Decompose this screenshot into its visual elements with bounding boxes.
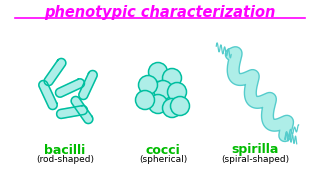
Text: spirilla: spirilla bbox=[231, 143, 279, 156]
Circle shape bbox=[154, 80, 172, 100]
Circle shape bbox=[167, 82, 187, 102]
Circle shape bbox=[148, 62, 167, 82]
Circle shape bbox=[148, 94, 167, 114]
Polygon shape bbox=[71, 96, 93, 123]
Circle shape bbox=[163, 98, 181, 118]
Circle shape bbox=[139, 75, 157, 94]
Circle shape bbox=[171, 96, 189, 116]
Text: (spiral-shaped): (spiral-shaped) bbox=[221, 156, 289, 165]
Circle shape bbox=[135, 91, 155, 109]
Polygon shape bbox=[39, 80, 57, 109]
Text: (spherical): (spherical) bbox=[139, 156, 187, 165]
Polygon shape bbox=[56, 79, 84, 97]
Polygon shape bbox=[79, 71, 97, 100]
Text: bacilli: bacilli bbox=[44, 143, 86, 156]
Text: cocci: cocci bbox=[146, 143, 180, 156]
Polygon shape bbox=[57, 106, 87, 118]
Circle shape bbox=[163, 69, 181, 87]
Text: (rod-shaped): (rod-shaped) bbox=[36, 156, 94, 165]
Polygon shape bbox=[44, 58, 66, 86]
Text: phenotypic characterization: phenotypic characterization bbox=[44, 4, 276, 19]
